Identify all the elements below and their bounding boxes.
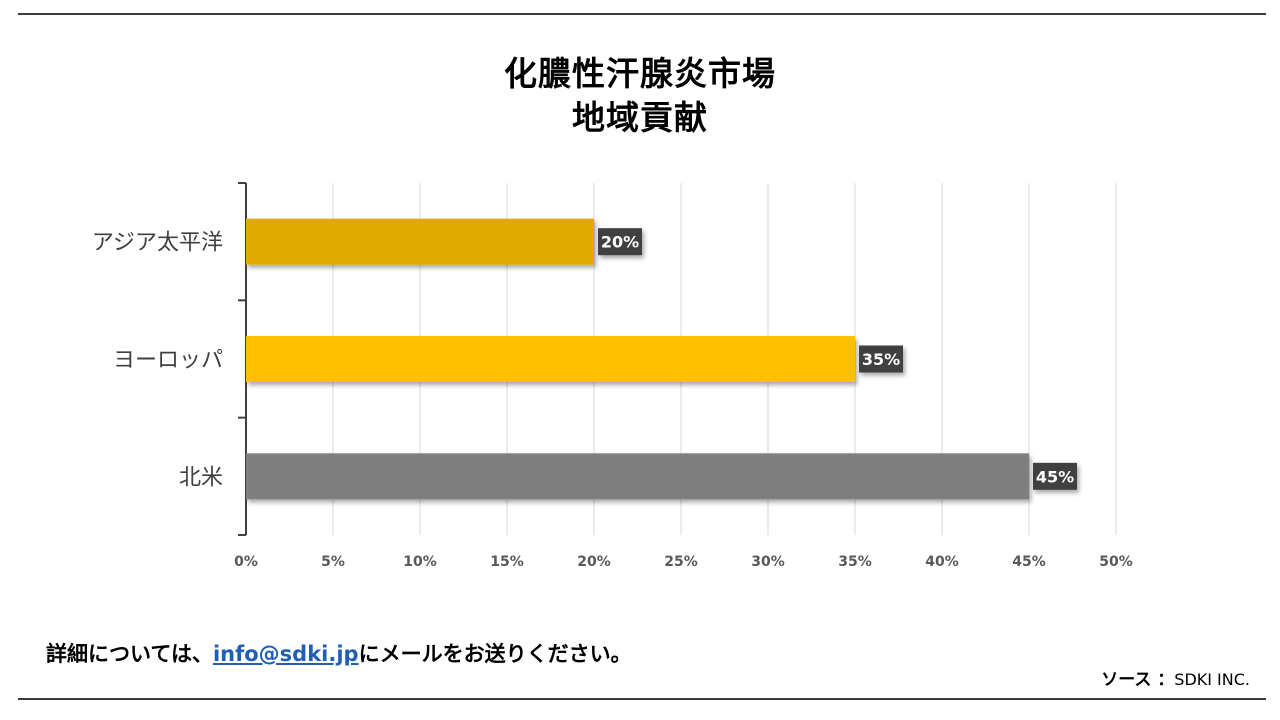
data-label-box bbox=[859, 345, 903, 373]
x-tick-label: 15% bbox=[490, 554, 524, 570]
source-credit: ソース ：SDKI INC. bbox=[1101, 665, 1250, 690]
x-tick-labels: 0% 5% 10% 15% 20% 25% 30% 35% 40% 45% 50% bbox=[234, 554, 1133, 570]
x-tick-label: 0% bbox=[234, 554, 258, 570]
x-tick-label: 50% bbox=[1099, 554, 1133, 570]
data-label-box bbox=[598, 228, 642, 256]
x-tick-label: 20% bbox=[577, 554, 611, 570]
x-tick-label: 35% bbox=[838, 554, 872, 570]
category-label: アジア太平洋 bbox=[92, 231, 223, 256]
category-label: ヨーロッパ bbox=[113, 348, 223, 373]
bottom-rule bbox=[18, 698, 1266, 700]
data-label: 20% bbox=[601, 233, 639, 252]
contact-email-link[interactable]: info@sdki.jp bbox=[212, 642, 359, 666]
bar bbox=[246, 336, 855, 382]
x-tick-label: 45% bbox=[1012, 554, 1046, 570]
bars bbox=[246, 218, 1029, 500]
data-labels: 20% 35% 45% bbox=[598, 228, 1077, 490]
category-label: 北米 bbox=[179, 465, 223, 490]
chart-title: 化膿性汗腺炎市場 bbox=[504, 54, 776, 93]
x-tick-label: 30% bbox=[751, 554, 785, 570]
source-value: SDKI INC. bbox=[1174, 670, 1250, 689]
data-label: 45% bbox=[1036, 467, 1074, 486]
y-axis bbox=[238, 182, 247, 536]
source-label: ソース ： bbox=[1101, 670, 1175, 690]
contact-prefix: 詳細については、 bbox=[46, 642, 213, 666]
top-rule bbox=[18, 13, 1266, 15]
data-label-box bbox=[1033, 462, 1077, 490]
x-tick-label: 10% bbox=[403, 554, 437, 570]
x-tick-label: 5% bbox=[321, 554, 345, 570]
contact-note: 詳細については、info@sdki.jpにメールをお送りください。 bbox=[46, 638, 632, 668]
bar bbox=[246, 218, 594, 265]
x-tick-label: 40% bbox=[925, 554, 959, 570]
bar bbox=[246, 453, 1029, 500]
data-label: 35% bbox=[862, 350, 900, 369]
contact-suffix: にメールをお送りください。 bbox=[358, 642, 632, 666]
x-tick-label: 25% bbox=[664, 554, 698, 570]
chart-subtitle: 地域貢献 bbox=[572, 98, 708, 137]
